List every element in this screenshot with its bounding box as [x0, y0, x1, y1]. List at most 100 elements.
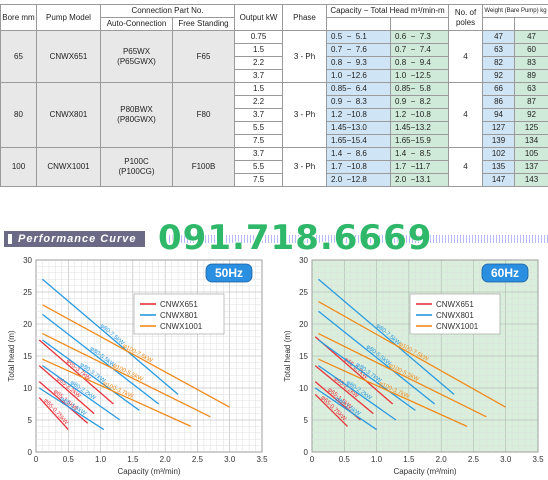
cell-capacity-50hz: 0.7 − 7.6: [326, 43, 392, 57]
table-row: 1.5 0.7 − 7.6 0.7 − 7.4 63 60: [1, 43, 548, 57]
spec-table-body: 65 CNWX651 P65WX (P65GWX) F65 0.75 3 - Ph 0.5 −…: [0, 30, 548, 187]
cell-weight-50hz: 82: [482, 56, 516, 70]
frequency-badge-label: 60Hz: [491, 266, 519, 280]
auto-part-alt: (P65GWX): [117, 56, 156, 66]
table-row: 100 CNWX1001 P100C (P100CG) F100B 3.7 3 - Ph 1.…: [0, 147, 548, 187]
table-row: 80 CNWX801 P80BWX (P80GWX) F80 1.5 3 - Ph 0.85−…: [0, 82, 548, 148]
x-tick-label: 1.5: [127, 455, 139, 464]
cell-poles: 4: [448, 82, 484, 148]
legend-entry: CNWX651: [160, 300, 198, 309]
table-row: 2.2 0.9 − 8.3 0.9 − 8.2 86 87: [1, 95, 548, 109]
y-axis-label: Total head (m): [283, 330, 292, 381]
performance-curve-bar: Performance Curve: [0, 230, 548, 248]
curve-CNWX1001-0: [42, 358, 192, 427]
cell-capacity-50hz: 1.7 −10.8: [326, 160, 392, 174]
cell-phase: 3 - Ph: [282, 82, 328, 148]
auto-part: P80BWX: [120, 105, 153, 114]
cell-capacity-60hz: 1.4 − 8.5: [390, 147, 450, 161]
y-tick-label: 30: [299, 256, 308, 265]
cell-capacity-50hz: 0.5 − 5.1: [326, 30, 392, 44]
cell-output: 5.5: [234, 160, 284, 174]
auto-part: P65WX: [122, 46, 151, 56]
curve-CNWX801-1: [42, 365, 121, 421]
x-tick-label: 3.5: [532, 455, 544, 464]
y-axis-label: Total head (m): [7, 330, 16, 381]
cell-capacity-60hz: 2.0 −13.1: [390, 173, 450, 187]
header-free: Free Standing: [171, 17, 236, 31]
cell-capacity-60hz: 0.7 − 7.4: [390, 43, 450, 57]
cell-capacity-50hz: 2.0 −12.8: [326, 173, 392, 187]
legend-entry: CNWX1001: [436, 322, 479, 331]
header-output: Output kW: [234, 4, 284, 31]
cell-weight-60hz: 92: [514, 108, 548, 122]
cell-phase: 3 - Ph: [282, 147, 328, 187]
section-stripe: [160, 235, 548, 243]
x-tick-label: 0: [34, 455, 39, 464]
curve-CNWX801-4: [42, 278, 179, 395]
frequency-badge: [481, 263, 529, 283]
y-tick-label: 15: [23, 352, 32, 361]
cell-weight-60hz: 87: [514, 95, 548, 109]
cell-capacity-50hz: 0.85− 6.4: [326, 82, 392, 96]
curve-CNWX1001-2: [318, 301, 507, 408]
cell-weight-60hz: 60: [514, 43, 548, 57]
cell-weight-60hz: 137: [514, 160, 548, 174]
cell-model: CNWX1001: [36, 147, 101, 187]
curve-CNWX651-2: [38, 365, 95, 415]
x-tick-label: 3.5: [256, 455, 268, 464]
cell-capacity-50hz: 1.65−15.4: [326, 134, 392, 148]
x-tick-label: 2.0: [436, 455, 448, 464]
cell-capacity-50hz: 1.45−13.0: [326, 121, 392, 135]
cell-capacity-60hz: 0.8 − 9.4: [390, 56, 450, 70]
frequency-badge-label: 50Hz: [215, 266, 243, 280]
cell-capacity-60hz: 0.6 − 7.3: [390, 30, 450, 44]
table-row: 5.5 1.7 −10.8 1.7 −11.7 135 137: [1, 160, 548, 174]
cell-auto-connection: P100C (P100CG): [100, 147, 173, 187]
cell-output: 2.2: [234, 95, 284, 109]
cell-capacity-50hz: 1.0 −12.6: [326, 69, 392, 83]
table-row: 3.7 1.0 −12.6 1.0 −12.5 92 89: [1, 69, 548, 83]
curve-CNWX651-0: [38, 397, 69, 431]
cell-output: 7.5: [234, 134, 284, 148]
cell-capacity-50hz: 1.4 − 8.6: [326, 147, 392, 161]
auto-part-alt: (P100CG): [118, 167, 155, 176]
x-axis-label: Capacity (m³/min): [393, 467, 456, 476]
y-tick-label: 25: [299, 288, 308, 297]
legend-entry: CNWX1001: [160, 322, 203, 331]
cell-capacity-60hz: 0.9 − 8.2: [390, 95, 450, 109]
cell-model: CNWX801: [36, 82, 101, 148]
curve-CNWX801-1: [318, 365, 397, 421]
auto-part-alt: (P80GWX): [117, 115, 156, 124]
curve-CNWX1001-1: [318, 333, 487, 418]
curve-CNWX801-2: [318, 339, 416, 411]
cell-capacity-60hz: 1.65−15.9: [390, 134, 450, 148]
cell-output: 1.5: [234, 43, 284, 57]
legend-entry: CNWX651: [436, 300, 474, 309]
cell-capacity-60hz: 1.2 −10.8: [390, 108, 450, 122]
y-tick-label: 25: [23, 288, 32, 297]
x-axis-label: Capacity (m³/min): [117, 467, 180, 476]
cell-weight-50hz: 147: [482, 173, 516, 187]
x-tick-label: 1.0: [95, 455, 107, 464]
y-tick-label: 10: [23, 384, 32, 393]
curve-CNWX1001-1: [42, 333, 211, 418]
performance-chart-50hz: 0 0.5 1.0 1.5 2.0 2.5 3.0 3.5 0 5 10 15 20 25 30 Capaci…: [7, 256, 268, 476]
x-tick-label: 1.5: [403, 455, 415, 464]
cell-weight-60hz: 105: [514, 147, 548, 161]
header-phase: Phase: [282, 4, 328, 31]
x-tick-label: 0.5: [339, 455, 351, 464]
curve-CNWX651-2: [314, 365, 374, 415]
cell-weight-50hz: 135: [482, 160, 516, 174]
cell-output: 3.7: [234, 69, 284, 83]
cell-weight-50hz: 66: [482, 82, 516, 96]
legend-box: [133, 293, 225, 335]
header-cap-60hz: 60Hz: [390, 17, 450, 31]
header-weight-50hz: 50Hz: [482, 17, 516, 31]
curve-CNWX801-0: [38, 387, 105, 431]
legend-box: [409, 293, 501, 335]
cell-model: CNWX651: [36, 30, 101, 83]
performance-chart-60hz: 0 0.5 1.0 1.5 2.0 2.5 3.0 3.5 0 5 10 15 20 25 30 Capaci…: [283, 256, 544, 476]
cell-poles: 4: [448, 30, 484, 83]
curve-CNWX651-1: [38, 381, 89, 424]
table-row: 65 CNWX651 P65WX (P65GWX) F65 0.75 3 - Ph 0.5 −…: [0, 30, 548, 83]
